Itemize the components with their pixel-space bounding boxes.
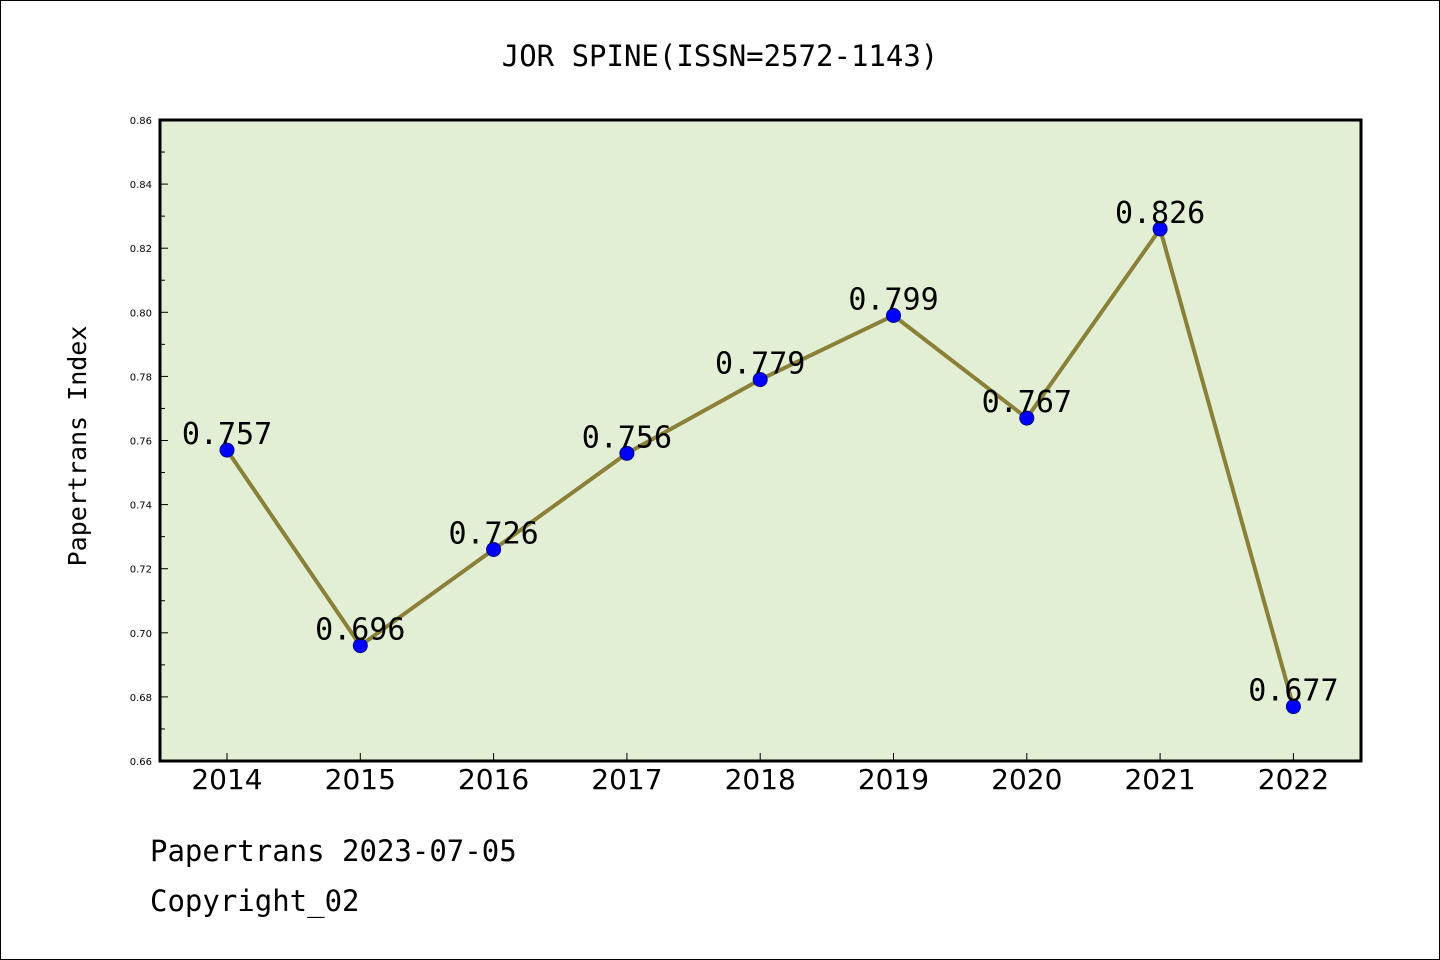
data-label: 0.826 [1115,196,1205,231]
data-label: 0.757 [182,417,272,452]
x-tick-label: 2014 [191,763,262,796]
x-tick-label: 2015 [325,763,396,796]
x-tick-label: 2016 [458,763,529,796]
data-point [886,308,901,324]
data-label: 0.779 [715,347,805,382]
x-tick-label: 2018 [725,763,796,796]
data-point [1285,699,1301,715]
y-tick-label: 0.66 [130,757,152,768]
data-labels: 0.757 0.696 0.726 0.756 0.779 0.799 0.767 0.826… [182,196,1339,709]
data-point [219,442,235,458]
x-tick-label: 2021 [1124,763,1195,796]
footer-copyright: Copyright_02 [150,884,360,918]
y-tick-label: 0.82 [130,244,152,255]
y-tick-label: 0.68 [130,693,152,704]
y-tick-label: 0.78 [130,372,152,383]
y-tick-label: 0.74 [130,501,152,512]
y-tick-label: 0.70 [130,629,152,640]
data-point [619,445,635,461]
y-axis-ticks: 0.66 0.68 0.70 0.72 0.74 0.76 0.78 0.80 0.82 0.84… [130,116,168,768]
y-tick-label: 0.84 [130,180,152,191]
data-label: 0.696 [315,613,405,648]
data-points [219,221,1301,715]
data-label: 0.799 [848,283,938,318]
y-axis-label: Papertrans Index [63,326,92,567]
data-point [486,541,502,557]
y-tick-label: 0.86 [130,116,152,127]
chart-title: JOR SPINE(ISSN=2572-1143) [502,39,939,73]
y-tick-label: 0.80 [130,308,152,319]
x-tick-label: 2022 [1258,763,1329,796]
data-point [1152,221,1168,237]
data-point [752,372,768,388]
footer-source: Papertrans 2023-07-05 [150,834,517,868]
y-tick-label: 0.76 [130,437,152,448]
x-tick-label: 2019 [858,763,929,796]
x-tick-label: 2020 [991,763,1062,796]
y-tick-label: 0.72 [130,565,152,576]
data-label: 0.677 [1248,674,1338,709]
data-point [1019,410,1035,426]
x-tick-label: 2017 [591,763,662,796]
data-label: 0.756 [582,420,672,455]
data-point [352,638,368,654]
x-axis-ticks: 2014 2015 2016 2017 2018 2019 2020 2021 2022 [191,753,1329,796]
data-label: 0.767 [982,385,1072,420]
data-label: 0.726 [448,516,538,551]
